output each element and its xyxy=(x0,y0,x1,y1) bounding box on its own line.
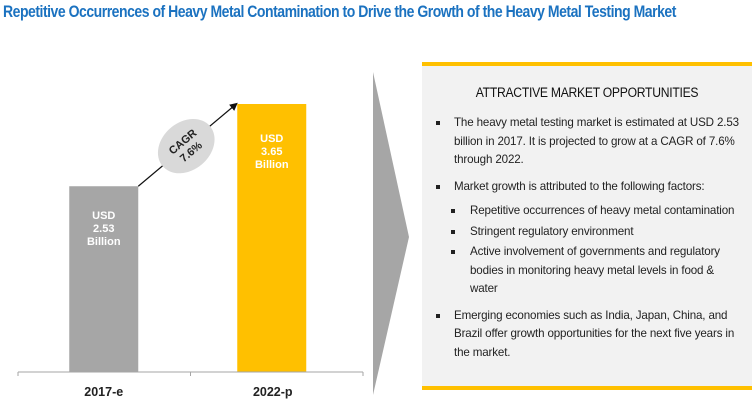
opportunity-text: The heavy metal testing market is estima… xyxy=(454,116,739,166)
bar-2017-e xyxy=(69,186,139,372)
bullet-icon xyxy=(451,229,455,234)
bar-value-label: 3.65 xyxy=(261,146,282,158)
bullet-icon xyxy=(436,184,440,189)
cagr-ellipse xyxy=(157,119,215,174)
opportunity-text: Emerging economies such as India, Japan,… xyxy=(454,308,735,359)
bar-2022-p xyxy=(237,104,307,372)
opportunity-text: Market growth is attributed to the follo… xyxy=(454,179,705,193)
page-title: Repetitive Occurrences of Heavy Metal Co… xyxy=(3,3,676,21)
x-tick-label: 2017-e xyxy=(84,385,123,399)
x-tick-label: 2022-p xyxy=(253,385,293,399)
bar-value-label: 2.53 xyxy=(93,223,114,235)
chevron-arrow-icon xyxy=(373,72,409,395)
bullet-icon xyxy=(451,209,455,213)
factor-sublist: Repetitive occurrences of heavy metal co… xyxy=(422,202,752,299)
opportunity-item: Emerging economies such as India, Japan,… xyxy=(422,307,752,363)
bullet-icon xyxy=(436,121,440,125)
bullet-icon xyxy=(436,313,440,318)
factor-text: Repetitive occurrences of heavy metal co… xyxy=(470,204,735,217)
bar-value-label: Billion xyxy=(255,159,289,171)
bar-value-label: Billion xyxy=(87,236,121,248)
bullet-icon xyxy=(451,250,455,254)
factor-item: Repetitive occurrences of heavy metal co… xyxy=(422,202,752,221)
factor-item: Stringent regulatory environment xyxy=(422,223,752,242)
bar-value-label: USD xyxy=(92,210,115,222)
opportunity-item: The heavy metal testing market is estima… xyxy=(422,114,752,170)
opportunity-item: Market growth is attributed to the follo… xyxy=(422,178,752,197)
panel-title: ATTRACTIVE MARKET OPPORTUNITIES xyxy=(475,85,699,100)
factor-item: Active involvement of governments and re… xyxy=(422,243,752,299)
factor-text: Stringent regulatory environment xyxy=(470,224,634,238)
factor-text: Active involvement of governments and re… xyxy=(470,245,720,295)
bar-value-label: USD xyxy=(260,133,283,145)
market-opportunities-panel: ATTRACTIVE MARKET OPPORTUNITIES The heav… xyxy=(422,62,752,390)
opportunity-list: The heavy metal testing market is estima… xyxy=(422,114,752,370)
